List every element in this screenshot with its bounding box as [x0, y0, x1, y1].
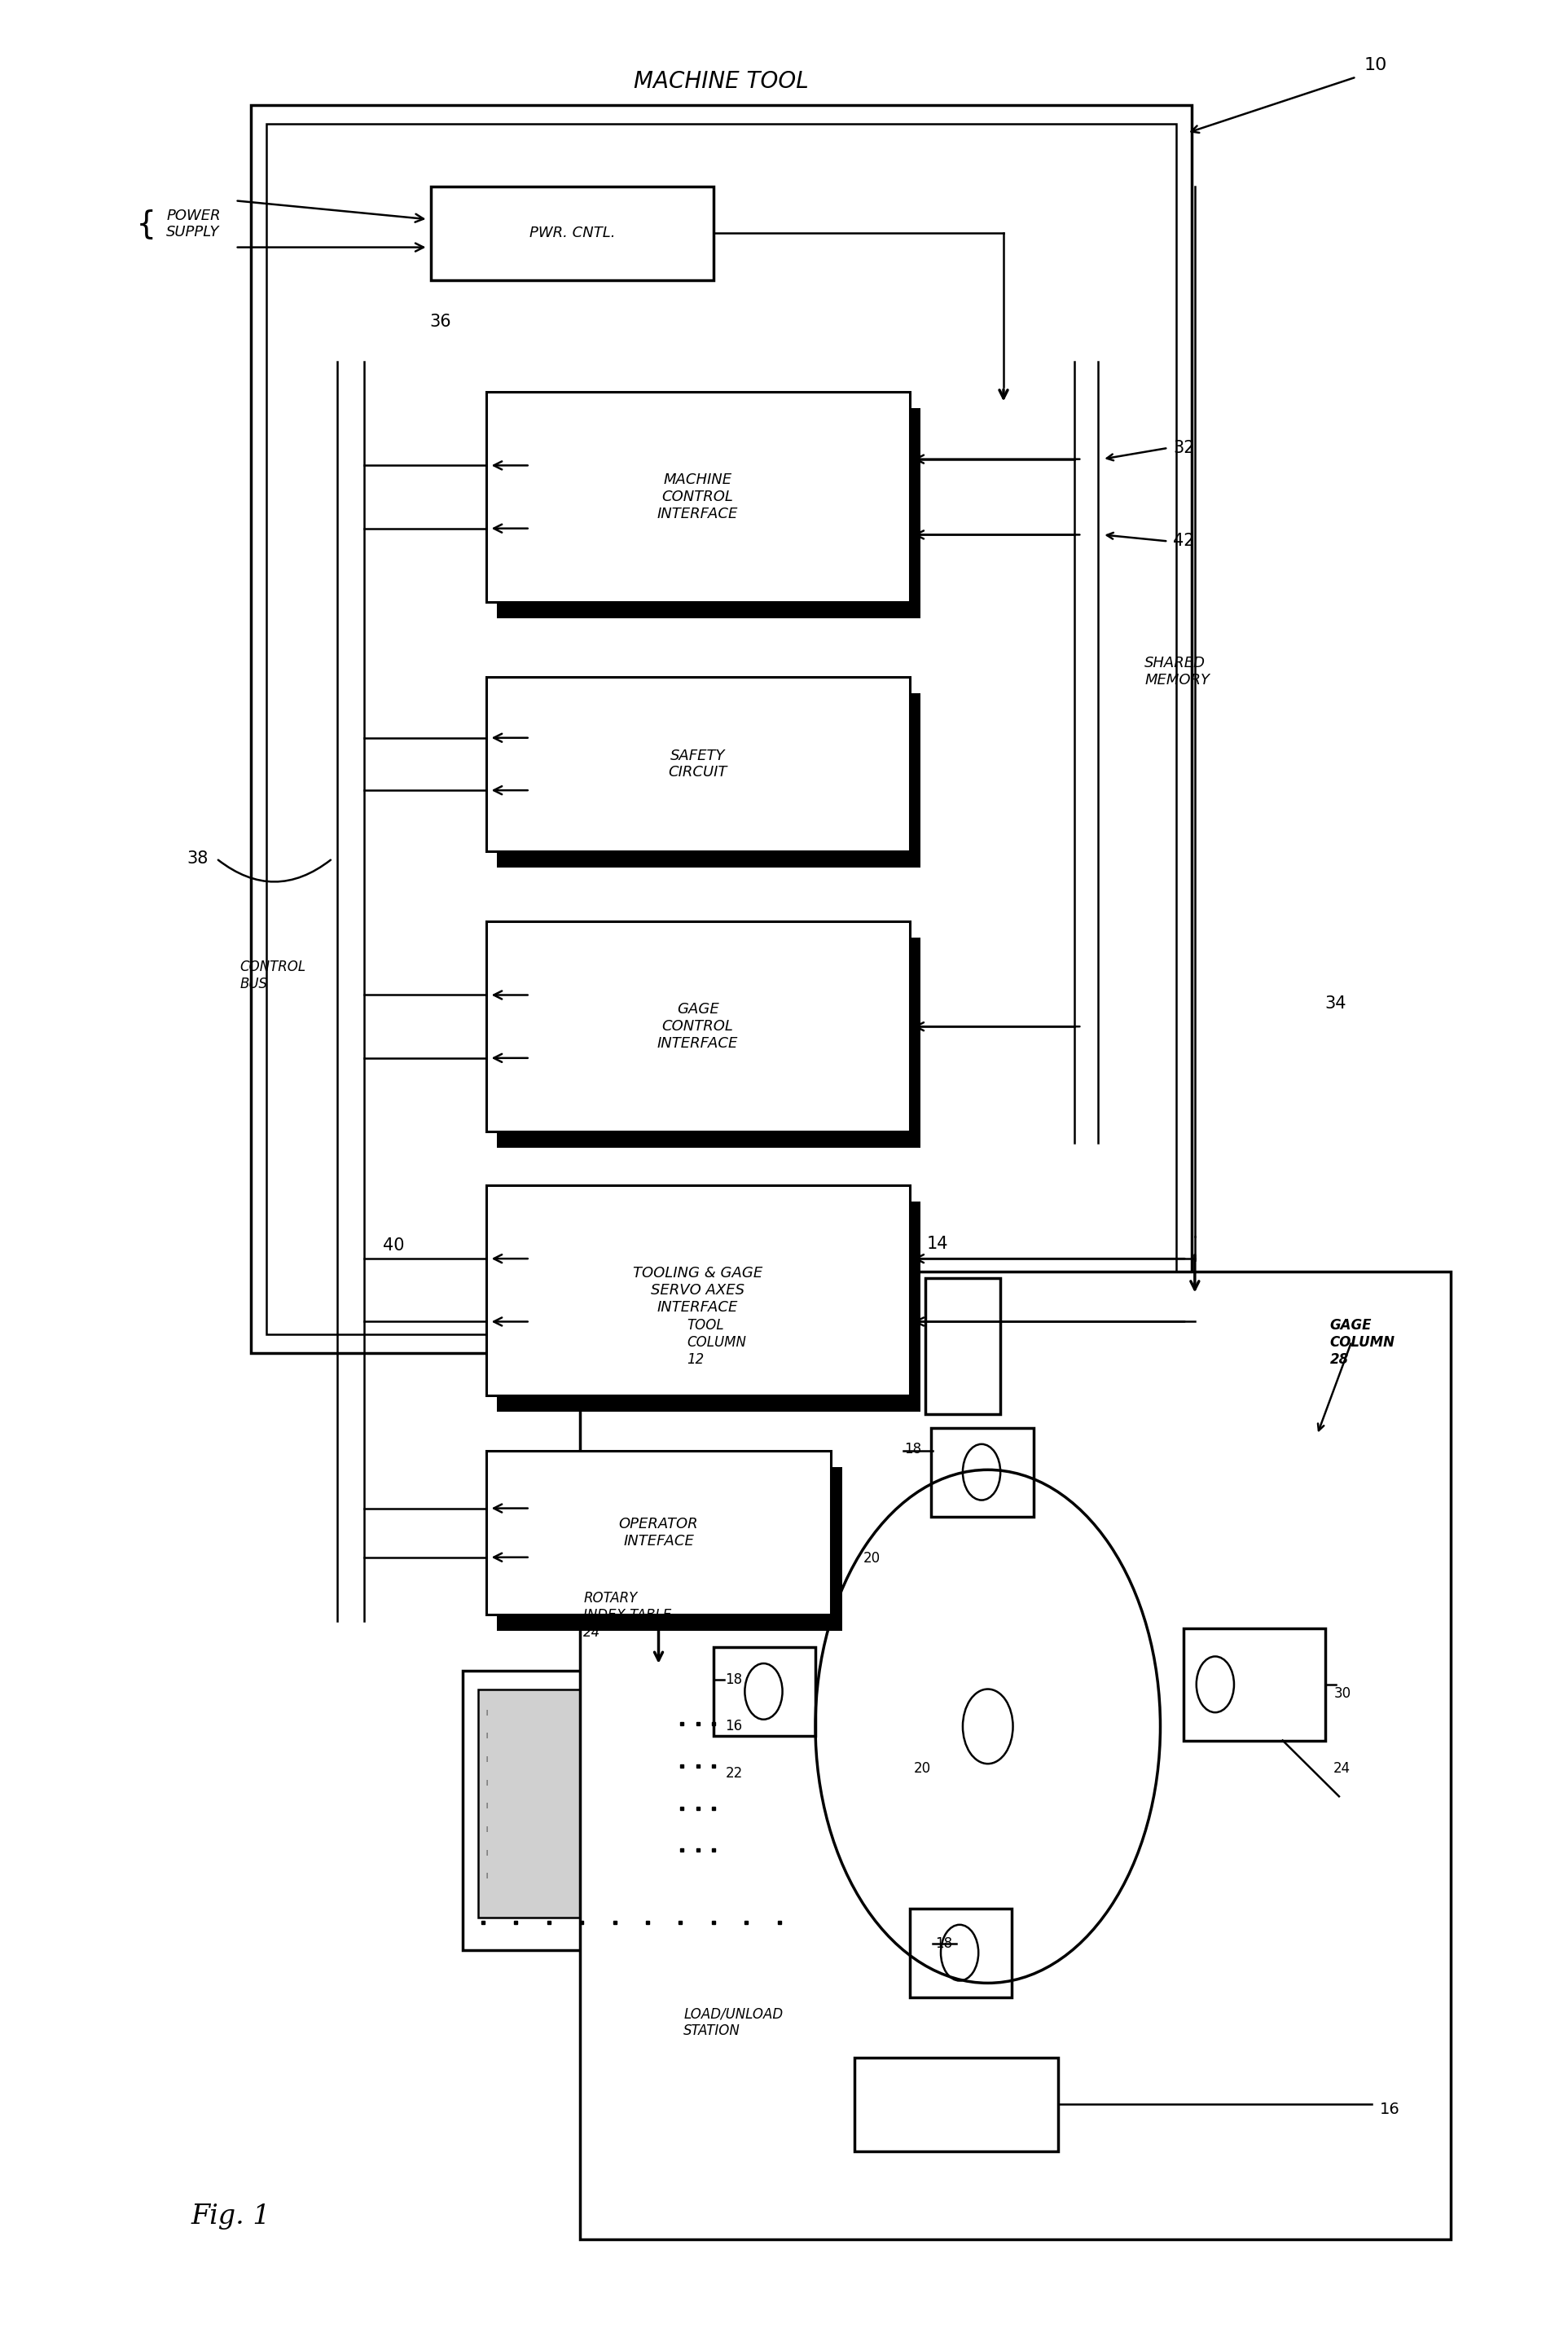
Text: Fig. 1: Fig. 1 [191, 2202, 271, 2230]
Bar [431, 187, 713, 280]
Bar [486, 677, 909, 852]
Bar [486, 922, 909, 1132]
Text: 18: 18 [936, 1936, 952, 1950]
Text: CONTROL
BUS: CONTROL BUS [240, 959, 306, 992]
Bar [909, 1908, 1011, 1997]
Text: |: | [485, 1803, 488, 1808]
Text: ROTARY
INDEX TABLE
24: ROTARY INDEX TABLE 24 [583, 1591, 671, 1640]
Text: 38: 38 [187, 852, 209, 866]
Text: 18: 18 [726, 1673, 742, 1687]
Text: 18: 18 [905, 1442, 920, 1456]
Bar [497, 693, 920, 868]
Bar [713, 1647, 815, 1736]
Text: PWR. CNTL.: PWR. CNTL. [530, 226, 615, 240]
Bar [497, 1467, 842, 1631]
Bar [580, 1271, 1450, 2240]
Text: 16: 16 [1380, 2102, 1400, 2116]
Bar [486, 392, 909, 602]
Bar [1184, 1628, 1325, 1740]
Bar [486, 1451, 831, 1614]
Text: 10: 10 [1364, 58, 1388, 72]
Bar [855, 2058, 1058, 2151]
Text: GAGE
CONTROL
INTERFACE: GAGE CONTROL INTERFACE [657, 1003, 739, 1050]
Text: 36: 36 [430, 315, 452, 329]
Bar [931, 1428, 1033, 1516]
Text: POWER
SUPPLY: POWER SUPPLY [166, 208, 221, 240]
Text: 24: 24 [1334, 1761, 1350, 1775]
Bar [267, 124, 1176, 1334]
Bar [497, 938, 920, 1148]
Bar [486, 1185, 909, 1395]
Text: 30: 30 [1334, 1687, 1350, 1701]
Bar [497, 408, 920, 618]
Text: {: { [136, 208, 155, 240]
Text: 16: 16 [726, 1719, 742, 1733]
Text: 42: 42 [1173, 534, 1195, 548]
Text: MACHINE
CONTROL
INTERFACE: MACHINE CONTROL INTERFACE [657, 474, 739, 520]
Text: |: | [485, 1850, 488, 1855]
Bar [478, 1689, 666, 1918]
Text: |: | [485, 1757, 488, 1761]
Text: 34: 34 [1325, 996, 1347, 1010]
Text: MACHINE TOOL: MACHINE TOOL [633, 70, 809, 93]
Text: |: | [485, 1827, 488, 1831]
Text: 32: 32 [1173, 441, 1195, 455]
Bar [925, 1278, 1000, 1414]
Text: |: | [485, 1780, 488, 1785]
Bar [497, 1201, 920, 1411]
Circle shape [963, 1689, 1013, 1764]
Bar [463, 1670, 862, 1950]
Text: LOAD/UNLOAD
STATION: LOAD/UNLOAD STATION [684, 2006, 782, 2039]
Text: 20: 20 [914, 1761, 930, 1775]
Text: TOOLING & GAGE
SERVO AXES
INTERFACE: TOOLING & GAGE SERVO AXES INTERFACE [633, 1267, 762, 1313]
Text: 40: 40 [383, 1239, 405, 1253]
Text: |: | [485, 1710, 488, 1715]
Text: 22: 22 [724, 1766, 743, 1780]
Text: OPERATOR
INTEFACE: OPERATOR INTEFACE [619, 1516, 698, 1549]
Text: TOOL
COLUMN
12: TOOL COLUMN 12 [687, 1318, 746, 1367]
Text: 14: 14 [927, 1236, 949, 1250]
Text: |: | [485, 1873, 488, 1878]
Text: GAGE
COLUMN
28: GAGE COLUMN 28 [1330, 1318, 1396, 1367]
Bar [251, 105, 1192, 1353]
Text: 20: 20 [864, 1551, 880, 1565]
Text: |: | [485, 1733, 488, 1738]
Text: SHARED
MEMORY: SHARED MEMORY [1145, 656, 1210, 688]
Text: SAFETY
CIRCUIT: SAFETY CIRCUIT [668, 749, 728, 779]
